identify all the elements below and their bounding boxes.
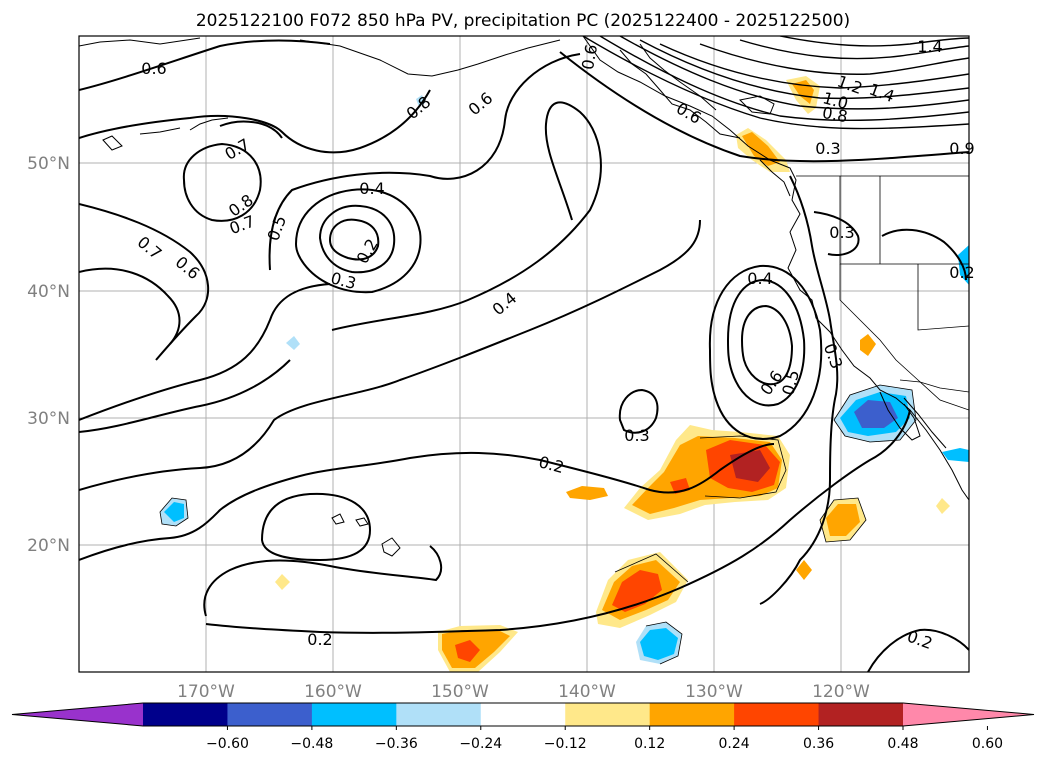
contour-label: 0.3 xyxy=(829,223,854,242)
precip-negative-region xyxy=(286,336,300,350)
colorbar-tick-label: 0.60 xyxy=(972,736,1003,752)
contour-label: 0.9 xyxy=(949,139,974,158)
precip-positive-region xyxy=(860,334,876,356)
colorbar-cell xyxy=(143,703,228,726)
lon-label: 160°W xyxy=(304,682,362,702)
lat-label: 40°N xyxy=(27,282,70,302)
colorbar-tick-label: −0.24 xyxy=(459,736,502,752)
colorbar-tick-label: 0.24 xyxy=(719,736,750,752)
lon-label: 150°W xyxy=(431,682,489,702)
precip-positive-region xyxy=(936,498,950,514)
coastlines xyxy=(79,36,969,557)
precip-positive-region xyxy=(796,560,812,580)
contour-label: 0.6 xyxy=(141,59,166,78)
contour-label: 0.2 xyxy=(307,630,332,649)
colorbar-cell xyxy=(734,703,820,726)
colorbar-tick-label: −0.60 xyxy=(206,736,249,752)
precip-negative-region xyxy=(640,628,678,660)
colorbar-cell xyxy=(480,703,566,726)
lat-label: 20°N xyxy=(27,536,70,556)
precip-positive-region xyxy=(742,132,780,166)
precip-negative-region xyxy=(164,502,184,522)
colorbar-cell xyxy=(565,703,651,726)
lon-label: 130°W xyxy=(685,682,743,702)
contour-label: 0.2 xyxy=(949,263,974,282)
precip-positive-region xyxy=(612,570,662,612)
contour-label: 0.3 xyxy=(815,139,840,158)
colorbar-cell xyxy=(311,703,397,726)
colorbar-cell xyxy=(227,703,313,726)
colorbar: −0.60 −0.48 −0.36 −0.24 −0.12 0.12 0.24 0.36 0.4… xyxy=(11,702,1035,752)
colorbar-tick-label: −0.12 xyxy=(544,736,587,752)
precip-negative-region xyxy=(942,448,969,462)
contour-label: 0.8 xyxy=(821,103,849,126)
colorbar-extension-high xyxy=(903,703,1034,726)
precip-positive-region xyxy=(275,574,290,590)
contour-label: 0.6 xyxy=(578,43,601,71)
map-title: 2025122100 F072 850 hPa PV, precipitatio… xyxy=(196,11,850,31)
longitude-labels: 170°W 160°W 150°W 140°W 130°W 120°W xyxy=(177,682,870,702)
lon-label: 120°W xyxy=(812,682,870,702)
colorbar-tick-label: −0.48 xyxy=(290,736,333,752)
precip-positive-region xyxy=(455,640,480,662)
colorbar-outline xyxy=(11,702,1035,727)
colorbar-tick-label: 0.36 xyxy=(803,736,834,752)
latitude-labels: 50°N 40°N 30°N 20°N xyxy=(27,154,70,556)
contour-label: 1.4 xyxy=(917,37,942,56)
contour-label: 0.3 xyxy=(624,426,649,445)
lat-label: 30°N xyxy=(27,409,70,429)
colorbar-cell xyxy=(818,703,904,726)
map-frame xyxy=(78,35,970,673)
lon-label: 140°W xyxy=(558,682,616,702)
colorbar-extension-low xyxy=(12,703,143,726)
contour-label: 0.4 xyxy=(747,269,772,288)
graticule xyxy=(79,36,969,672)
precip-negative-region xyxy=(416,95,425,107)
colorbar-tick-label: 0.48 xyxy=(887,736,918,752)
colorbar-tick-label: 0.12 xyxy=(634,736,665,752)
lon-label: 170°W xyxy=(177,682,235,702)
colorbar-cell xyxy=(396,703,482,726)
colorbar-cell xyxy=(649,703,735,726)
pv-contours xyxy=(79,36,969,672)
colorbar-tick-label: −0.36 xyxy=(375,736,418,752)
precip-positive-region xyxy=(566,486,608,500)
precip-positive-region xyxy=(826,504,860,536)
map-panel: 0.6 0.8 0.6 0.6 1.4 1.4 1.2 1.0 0.8 0.3 … xyxy=(78,35,975,673)
lat-label: 50°N xyxy=(27,154,70,174)
contour-label: 0.4 xyxy=(359,179,384,198)
political-borders xyxy=(796,175,969,411)
